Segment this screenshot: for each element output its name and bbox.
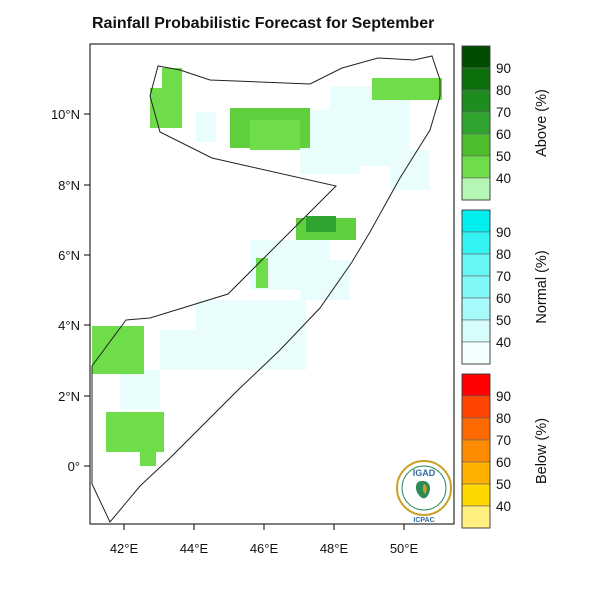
country-outline (91, 55, 441, 523)
y-tick-label: 2°N (58, 389, 80, 404)
colorbar-legend: 90 80 70 60 50 40 Above (%) 90 80 70 60 50 40 Normal … (461, 45, 550, 529)
x-tick-label: 48°E (320, 541, 349, 556)
colorbar-swatch (461, 297, 491, 321)
colorbar-tick-label: 80 (496, 247, 511, 262)
map-title: Rainfall Probabilistic Forecast for Sept… (92, 15, 435, 32)
x-tick-label: 42°E (110, 541, 139, 556)
x-axis: 42°E 44°E 46°E 48°E 50°E (110, 524, 419, 556)
colorbar-swatch (461, 45, 491, 69)
x-tick-label: 46°E (250, 541, 279, 556)
colorbar-tick-label: 40 (496, 499, 511, 514)
colorbar-tick-label: 70 (496, 105, 511, 120)
colorbar-tick-label: 80 (496, 411, 511, 426)
colorbar-tick-label: 40 (496, 335, 511, 350)
y-axis: 10°N 8°N 6°N 4°N 2°N 0° (51, 107, 90, 474)
colorbar-tick-label: 50 (496, 149, 511, 164)
colorbar-frame (461, 45, 491, 201)
colorbar-swatch (461, 209, 491, 233)
colorbar-swatch (461, 177, 491, 201)
colorbar-above: 90 80 70 60 50 40 Above (%) (461, 45, 550, 201)
colorbar-frame (461, 373, 491, 529)
colorbar-swatch (461, 395, 491, 419)
colorbar-swatch (461, 319, 491, 343)
colorbar-swatch (461, 275, 491, 299)
colorbar-tick-label: 60 (496, 291, 511, 306)
colorbar-tick-label: 60 (496, 127, 511, 142)
colorbar-below: 90 80 70 60 50 40 Below (%) (461, 373, 550, 529)
colorbar-title: Normal (%) (534, 250, 550, 323)
colorbar-swatch (461, 417, 491, 441)
colorbar-tick-label: 50 (496, 313, 511, 328)
colorbar-tick-label: 70 (496, 269, 511, 284)
colorbar-tick-label: 90 (496, 61, 511, 76)
colorbar-tick-label: 90 (496, 225, 511, 240)
colorbar-swatch (461, 373, 491, 397)
logo-igad-text: IGAD (413, 468, 436, 478)
colorbar-swatch (461, 155, 491, 179)
colorbar-title: Above (%) (534, 89, 550, 157)
colorbar-tick-label: 90 (496, 389, 511, 404)
colorbar-tick-label: 80 (496, 83, 511, 98)
colorbar-swatch (461, 505, 491, 529)
colorbar-tick-label: 60 (496, 455, 511, 470)
colorbar-swatch (461, 67, 491, 91)
colorbar-swatch (461, 439, 491, 463)
colorbar-swatch (461, 89, 491, 113)
x-tick-label: 50°E (390, 541, 419, 556)
colorbar-swatch (461, 231, 491, 255)
colorbar-swatch (461, 133, 491, 157)
y-tick-label: 6°N (58, 248, 80, 263)
y-tick-label: 10°N (51, 107, 80, 122)
y-tick-label: 0° (68, 459, 80, 474)
above-forecast-patches (92, 68, 442, 466)
colorbar-swatch (461, 483, 491, 507)
y-tick-label: 4°N (58, 318, 80, 333)
colorbar-frame (461, 209, 491, 365)
colorbar-swatch (461, 461, 491, 485)
colorbar-title: Below (%) (534, 418, 550, 484)
colorbar-swatch (461, 111, 491, 135)
igad-icpac-logo: IGAD ICPAC (396, 460, 452, 524)
colorbar-tick-label: 40 (496, 171, 511, 186)
colorbar-tick-label: 70 (496, 433, 511, 448)
colorbar-swatch (461, 341, 491, 365)
y-tick-label: 8°N (58, 178, 80, 193)
colorbar-tick-label: 50 (496, 477, 511, 492)
x-tick-label: 44°E (180, 541, 209, 556)
colorbar-swatch (461, 253, 491, 277)
logo-icpac-text: ICPAC (413, 517, 434, 524)
colorbar-normal: 90 80 70 60 50 40 Normal (%) (461, 209, 550, 365)
